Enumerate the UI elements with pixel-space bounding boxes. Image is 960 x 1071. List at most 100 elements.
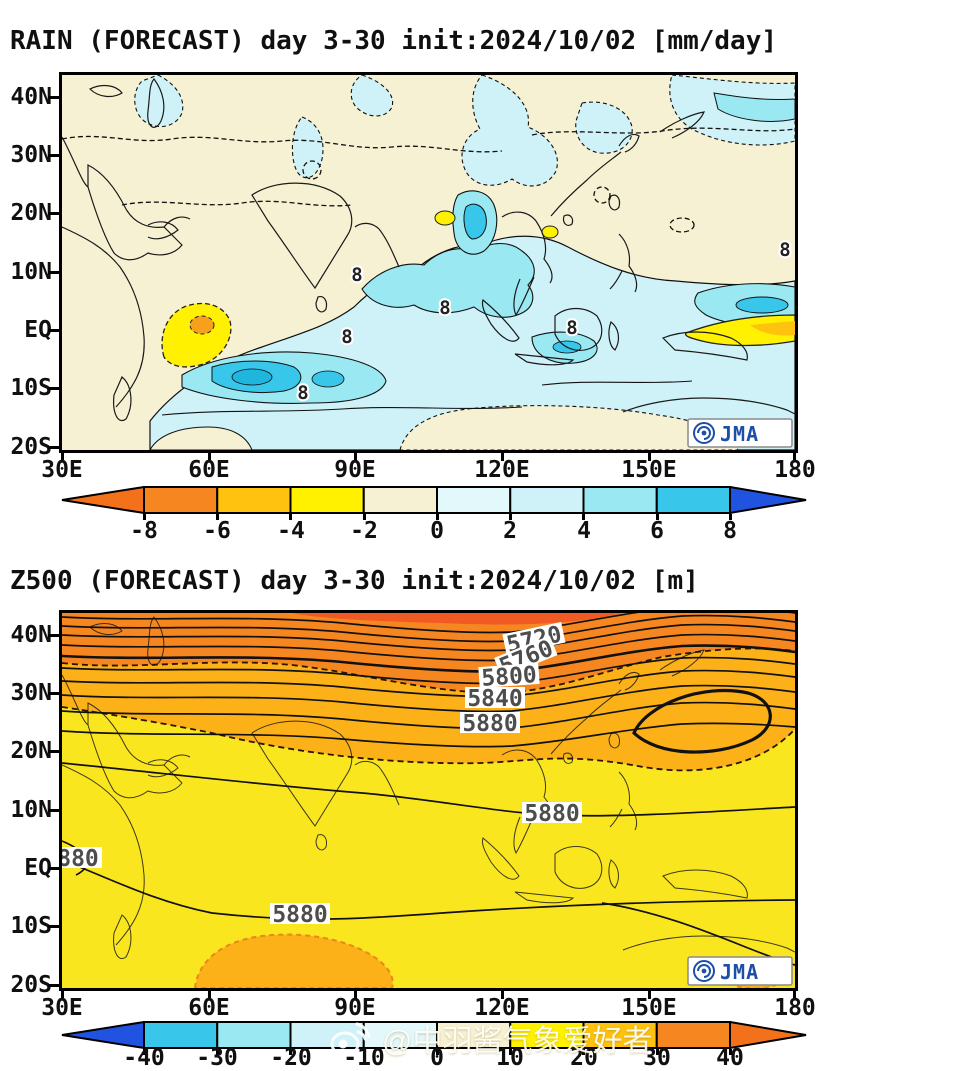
rain-map-svg: JMA bbox=[61, 74, 796, 451]
watermark-text: @中羽酱气象爱好者 bbox=[382, 1025, 653, 1058]
lat-tick bbox=[48, 867, 59, 870]
lon-tick bbox=[354, 452, 357, 461]
weibo-icon bbox=[330, 1022, 371, 1057]
lon-tick bbox=[648, 990, 651, 999]
rain-colorbar bbox=[61, 486, 807, 520]
lat-tick bbox=[48, 692, 59, 695]
colorbar-label: -20 bbox=[270, 1045, 312, 1071]
rain-map: JMA bbox=[59, 72, 798, 453]
colorbar-label: 30 bbox=[643, 1045, 671, 1071]
colorbar-label: -4 bbox=[277, 518, 305, 544]
colorbar-label: 0 bbox=[430, 518, 444, 544]
lon-label: 30E bbox=[41, 457, 83, 483]
colorbar-ticks bbox=[143, 1049, 732, 1055]
lat-tick bbox=[48, 809, 59, 812]
lat-label: 10N bbox=[10, 797, 52, 823]
colorbar-label: -10 bbox=[343, 1045, 385, 1071]
lat-tick bbox=[48, 984, 59, 987]
rain-negative-anomaly-fills bbox=[161, 210, 796, 368]
lat-tick bbox=[48, 634, 59, 637]
lon-label: 120E bbox=[474, 457, 530, 483]
lon-tick bbox=[501, 452, 504, 461]
lat-label: 20S bbox=[10, 434, 52, 460]
height-label: 5880 bbox=[524, 801, 579, 827]
lat-label: 20S bbox=[10, 972, 52, 998]
lat-label: 10N bbox=[10, 259, 52, 285]
colorbar-label: -30 bbox=[196, 1045, 238, 1071]
lat-tick bbox=[48, 154, 59, 157]
z500-colorbar bbox=[61, 1021, 807, 1055]
lon-tick bbox=[208, 452, 211, 461]
lon-label: 90E bbox=[334, 457, 376, 483]
lat-tick bbox=[48, 446, 59, 449]
lat-label: 20N bbox=[10, 200, 52, 226]
lat-label: 40N bbox=[10, 622, 52, 648]
lon-label: 150E bbox=[621, 457, 677, 483]
height-label: 5880 bbox=[272, 902, 327, 928]
lat-tick bbox=[48, 96, 59, 99]
lat-tick bbox=[48, 271, 59, 274]
lat-tick bbox=[48, 387, 59, 390]
lat-tick bbox=[48, 925, 59, 928]
colorbar-label: 2 bbox=[503, 518, 517, 544]
rain-panel-title: RAIN (FORECAST) day 3-30 init:2024/10/02… bbox=[10, 26, 778, 56]
lon-tick bbox=[61, 990, 64, 999]
contour-label-8: 8 bbox=[566, 317, 577, 339]
contour-label-8: 8 bbox=[779, 239, 790, 261]
contour-label-8: 8 bbox=[297, 382, 308, 404]
lon-label: 150E bbox=[621, 995, 677, 1021]
lat-tick bbox=[48, 750, 59, 753]
lat-label: 20N bbox=[10, 738, 52, 764]
jma-logo bbox=[687, 956, 793, 986]
z500-contour-labels: 5720 5760 5800 5840 5880 5880 880 5880 bbox=[54, 622, 582, 928]
colorbar-label: -8 bbox=[130, 518, 158, 544]
height-label: 5840 bbox=[467, 686, 522, 712]
height-label: 5880 bbox=[462, 711, 517, 737]
lon-label: 180 bbox=[774, 995, 816, 1021]
lon-label: 90E bbox=[334, 995, 376, 1021]
lon-label: 180 bbox=[774, 457, 816, 483]
lon-tick bbox=[208, 990, 211, 999]
colorbar-label: 6 bbox=[650, 518, 664, 544]
lat-label: EQ bbox=[24, 855, 52, 881]
lon-tick bbox=[648, 452, 651, 461]
colorbar-label: 4 bbox=[577, 518, 591, 544]
colorbar-label: -6 bbox=[203, 518, 231, 544]
colorbar-label: -40 bbox=[123, 1045, 165, 1071]
lat-label: 40N bbox=[10, 84, 52, 110]
colorbar-label: 40 bbox=[716, 1045, 744, 1071]
colorbar-label: -2 bbox=[350, 518, 378, 544]
lon-tick bbox=[793, 990, 796, 999]
lon-tick bbox=[501, 990, 504, 999]
lon-label: 30E bbox=[41, 995, 83, 1021]
lon-label: 60E bbox=[188, 457, 230, 483]
colorbar-label: 10 bbox=[496, 1045, 524, 1071]
lat-label: 30N bbox=[10, 680, 52, 706]
lon-tick bbox=[61, 452, 64, 461]
colorbar-label: 20 bbox=[570, 1045, 598, 1071]
watermark: @中羽酱气象爱好者 bbox=[330, 1016, 652, 1060]
lon-label: 120E bbox=[474, 995, 530, 1021]
lat-tick bbox=[48, 212, 59, 215]
lat-label: EQ bbox=[24, 317, 52, 343]
height-label: 5800 bbox=[481, 662, 538, 692]
contour-label-8: 8 bbox=[341, 326, 352, 348]
jma-logo bbox=[687, 418, 793, 448]
lon-tick bbox=[793, 452, 796, 461]
z500-panel-title: Z500 (FORECAST) day 3-30 init:2024/10/02… bbox=[10, 566, 699, 596]
colorbar-ticks bbox=[143, 514, 732, 520]
lat-tick bbox=[48, 329, 59, 332]
lat-label: 10S bbox=[10, 913, 52, 939]
contour-label-8: 8 bbox=[351, 264, 362, 286]
colorbar-label: 8 bbox=[723, 518, 737, 544]
colorbar-label: 0 bbox=[430, 1045, 444, 1071]
lon-label: 60E bbox=[188, 995, 230, 1021]
rain-positive-anomaly-fills bbox=[134, 74, 796, 451]
rain-contour-labels: 8 8 8 8 8 8 bbox=[295, 237, 792, 406]
lat-label: 30N bbox=[10, 142, 52, 168]
z500-map-svg: 5720 5760 5800 5840 5880 5880 880 5880 bbox=[54, 605, 796, 990]
lon-tick bbox=[354, 990, 357, 999]
lat-label: 10S bbox=[10, 375, 52, 401]
height-label: 880 bbox=[62, 846, 99, 872]
rain-solid-contours bbox=[161, 380, 693, 416]
